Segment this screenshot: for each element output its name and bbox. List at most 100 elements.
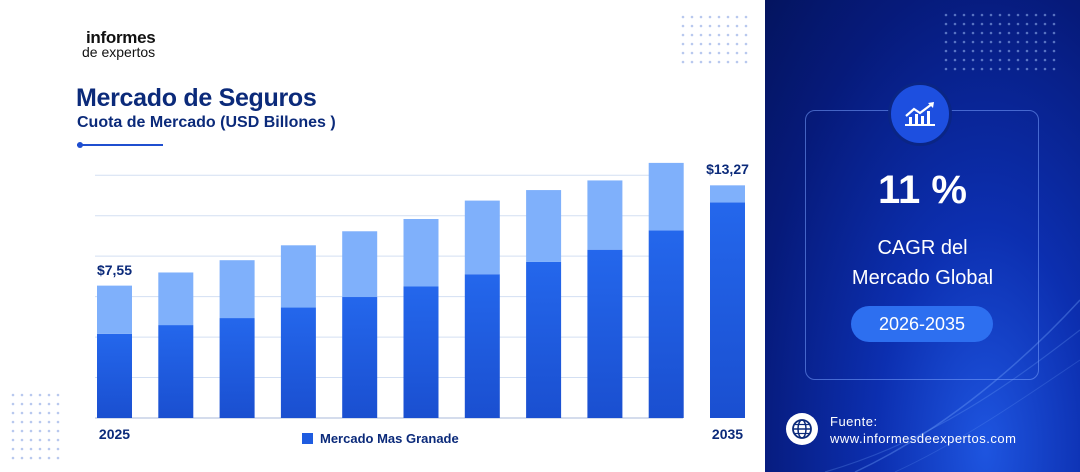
trend-chart-icon bbox=[888, 82, 952, 146]
decor-dot bbox=[998, 49, 1002, 53]
brand-logo-line2: de expertos bbox=[82, 44, 156, 60]
decor-dot bbox=[744, 15, 748, 19]
decor-dot bbox=[1034, 58, 1038, 62]
decor-dot bbox=[735, 33, 739, 37]
decor-dot bbox=[944, 31, 948, 35]
decor-dot bbox=[726, 60, 730, 64]
decor-dot bbox=[11, 393, 15, 397]
cagr-label-line1: CAGR del bbox=[877, 237, 968, 259]
decor-dot bbox=[998, 22, 1002, 26]
decor-dot bbox=[20, 456, 24, 460]
decor-dot bbox=[1007, 13, 1011, 17]
decor-dot bbox=[1052, 31, 1056, 35]
decor-dot bbox=[980, 31, 984, 35]
decor-dot bbox=[20, 393, 24, 397]
decor-dot bbox=[962, 13, 966, 17]
decor-dot bbox=[962, 49, 966, 53]
decor-dot bbox=[1034, 40, 1038, 44]
decor-dot bbox=[971, 49, 975, 53]
bar-segment-top bbox=[158, 272, 194, 326]
decor-dot bbox=[1025, 13, 1029, 17]
decor-dot bbox=[47, 420, 51, 424]
decor-dot bbox=[56, 420, 60, 424]
decor-dot bbox=[47, 393, 51, 397]
bar-segment-main bbox=[587, 249, 623, 418]
bar-segment-top bbox=[710, 185, 745, 203]
decor-dot bbox=[726, 33, 730, 37]
decor-dot bbox=[1043, 49, 1047, 53]
decor-dot bbox=[944, 58, 948, 62]
decor-dot bbox=[690, 24, 694, 28]
decor-dot bbox=[989, 40, 993, 44]
decor-dot bbox=[717, 33, 721, 37]
decor-dot bbox=[944, 67, 948, 71]
decor-dot bbox=[699, 33, 703, 37]
decor-dot bbox=[681, 33, 685, 37]
decor-dot bbox=[1025, 22, 1029, 26]
decor-dot bbox=[980, 58, 984, 62]
decor-dot bbox=[744, 60, 748, 64]
decor-dot bbox=[56, 402, 60, 406]
decor-dot bbox=[980, 40, 984, 44]
decor-dot bbox=[980, 67, 984, 71]
decor-dot bbox=[690, 42, 694, 46]
decor-dot bbox=[989, 31, 993, 35]
bar-segment-main bbox=[403, 286, 439, 418]
bar-value-label: $7,55 bbox=[96, 261, 133, 278]
decor-dot bbox=[717, 60, 721, 64]
decor-dot bbox=[681, 42, 685, 46]
chart-title: Mercado de Seguros bbox=[76, 84, 317, 112]
bar-segment-main bbox=[97, 333, 132, 418]
decor-dot bbox=[708, 60, 712, 64]
bar-segment-main bbox=[342, 297, 378, 418]
chart-subtitle: Cuota de Mercado (USD Billones ) bbox=[77, 114, 336, 131]
decor-dot bbox=[735, 15, 739, 19]
title-underline bbox=[77, 144, 163, 146]
decor-dot bbox=[962, 58, 966, 62]
decor-dot bbox=[1007, 58, 1011, 62]
decor-dot bbox=[11, 420, 15, 424]
decor-dot bbox=[20, 438, 24, 442]
decor-dot bbox=[1007, 22, 1011, 26]
decor-dot bbox=[1034, 13, 1038, 17]
decor-dot bbox=[1016, 58, 1020, 62]
decor-dot bbox=[56, 393, 60, 397]
decor-dot bbox=[1052, 58, 1056, 62]
decor-dot bbox=[953, 31, 957, 35]
decor-dot bbox=[29, 411, 33, 415]
decorative-dots-panel bbox=[944, 13, 1056, 71]
decor-dot bbox=[744, 51, 748, 55]
decor-dot bbox=[989, 49, 993, 53]
cagr-label-line2: Mercado Global bbox=[851, 267, 994, 289]
decor-dot bbox=[1025, 49, 1029, 53]
decor-dot bbox=[20, 429, 24, 433]
bar-segment-top bbox=[587, 180, 623, 250]
decor-dot bbox=[690, 15, 694, 19]
decor-dot bbox=[1043, 58, 1047, 62]
decor-dot bbox=[1043, 31, 1047, 35]
decor-dot bbox=[735, 42, 739, 46]
decor-dot bbox=[38, 456, 42, 460]
decor-dot bbox=[962, 31, 966, 35]
decor-dot bbox=[1016, 22, 1020, 26]
decor-dot bbox=[717, 15, 721, 19]
bar-segment-top bbox=[342, 231, 378, 298]
decor-dot bbox=[699, 42, 703, 46]
decor-dot bbox=[1034, 31, 1038, 35]
decor-dot bbox=[1034, 49, 1038, 53]
decor-dot bbox=[735, 51, 739, 55]
decor-dot bbox=[29, 438, 33, 442]
decor-dot bbox=[47, 411, 51, 415]
decor-dot bbox=[47, 402, 51, 406]
bar-segment-top bbox=[219, 260, 255, 319]
decor-dot bbox=[944, 13, 948, 17]
decor-dot bbox=[717, 51, 721, 55]
decor-dot bbox=[29, 393, 33, 397]
decor-dot bbox=[690, 51, 694, 55]
decor-dot bbox=[47, 438, 51, 442]
bar-segment-main bbox=[710, 202, 745, 418]
cagr-label: CAGR del Mercado Global bbox=[765, 233, 1080, 293]
decor-dot bbox=[699, 15, 703, 19]
decor-dot bbox=[38, 393, 42, 397]
decor-dot bbox=[38, 429, 42, 433]
